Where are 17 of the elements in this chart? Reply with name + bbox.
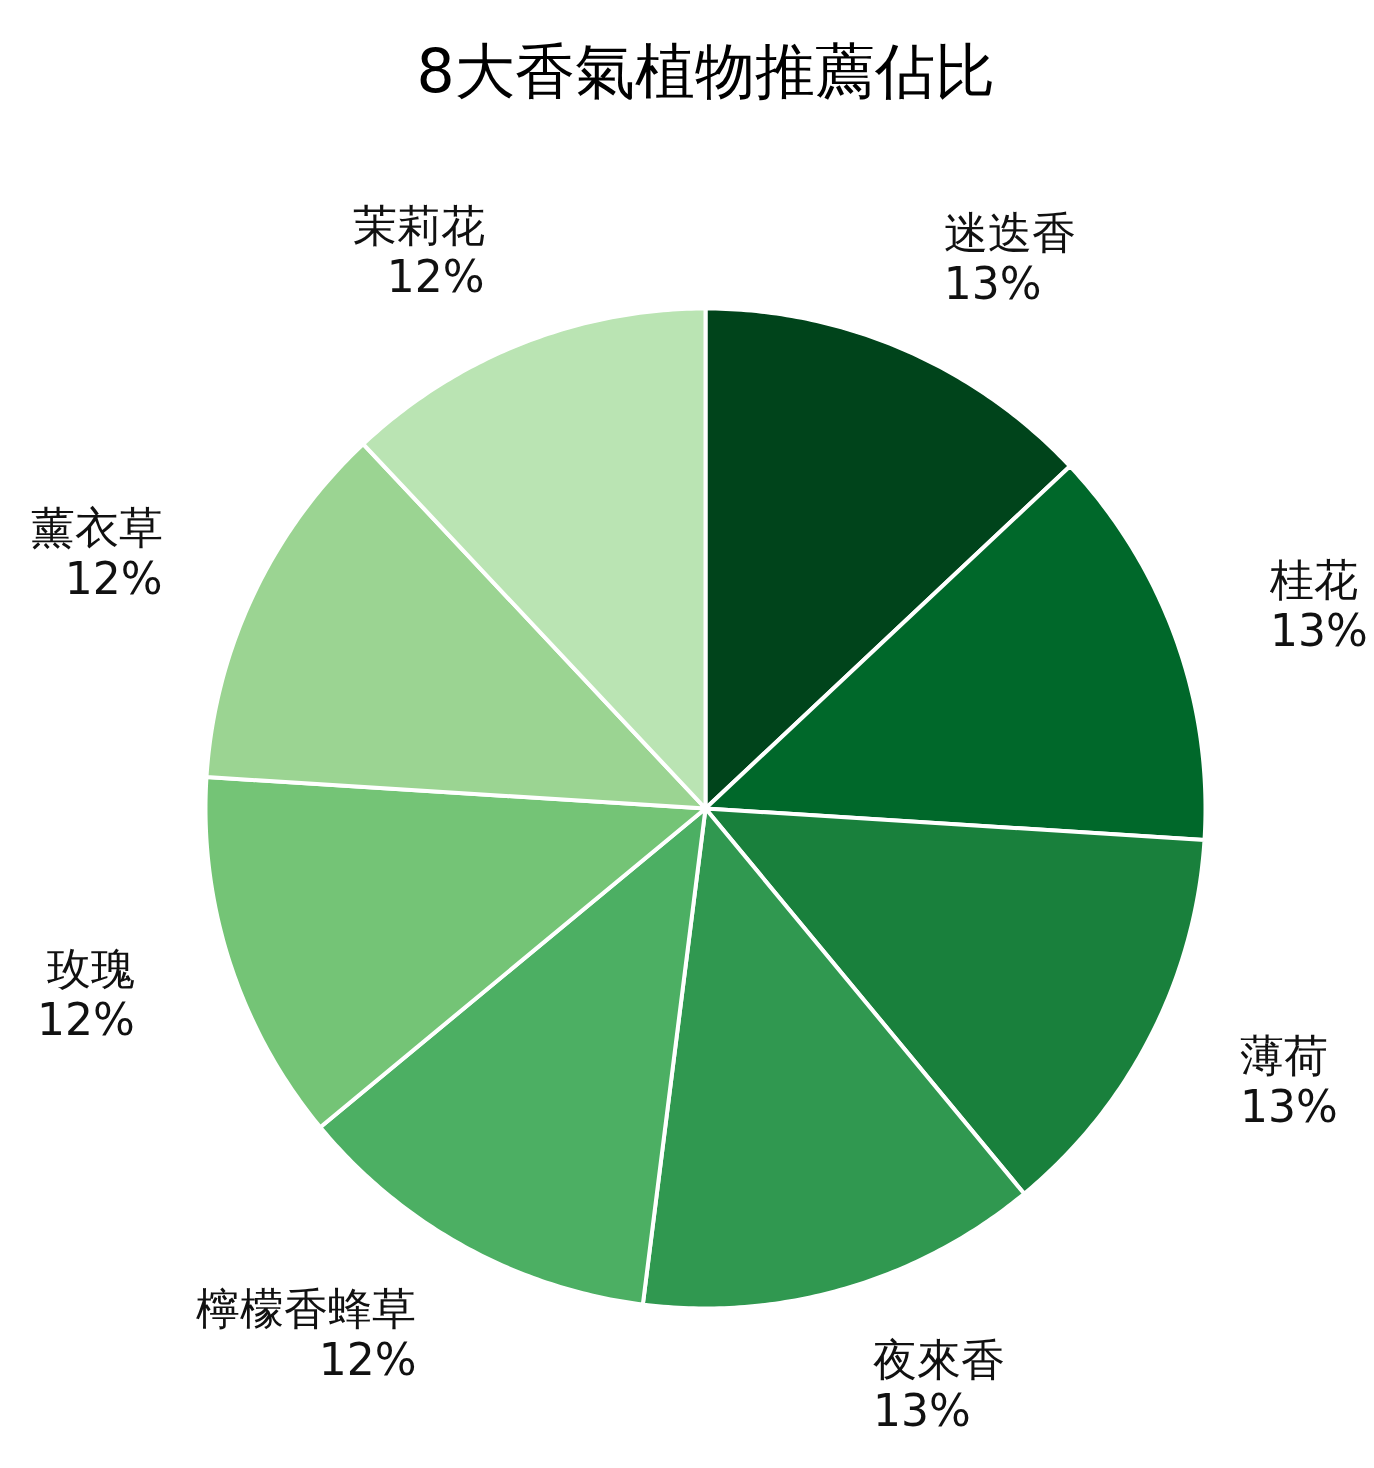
data-label: 12% [318, 1334, 417, 1386]
data-label: 13% [1270, 605, 1368, 657]
slice-label: 玫瑰 [46, 942, 135, 994]
data-label: 13% [1240, 1080, 1338, 1132]
slice-label: 茉莉花 [352, 199, 485, 251]
slice-label: 檸檬香蜂草 [196, 1283, 417, 1335]
data-label: 13% [872, 1384, 971, 1436]
data-label: 12% [64, 553, 163, 605]
data-label: 12% [386, 250, 485, 302]
chart-title: 8大香氣植物推薦佔比 [416, 35, 995, 106]
data-label: 13% [943, 257, 1042, 309]
slice-label: 薰衣草 [30, 502, 163, 554]
slice-label: 夜來香 [872, 1333, 1005, 1385]
slice-label: 桂花 [1269, 554, 1359, 606]
data-label: 12% [37, 993, 135, 1045]
slice-label: 迷迭香 [943, 206, 1076, 258]
slice-label: 薄荷 [1240, 1029, 1329, 1081]
